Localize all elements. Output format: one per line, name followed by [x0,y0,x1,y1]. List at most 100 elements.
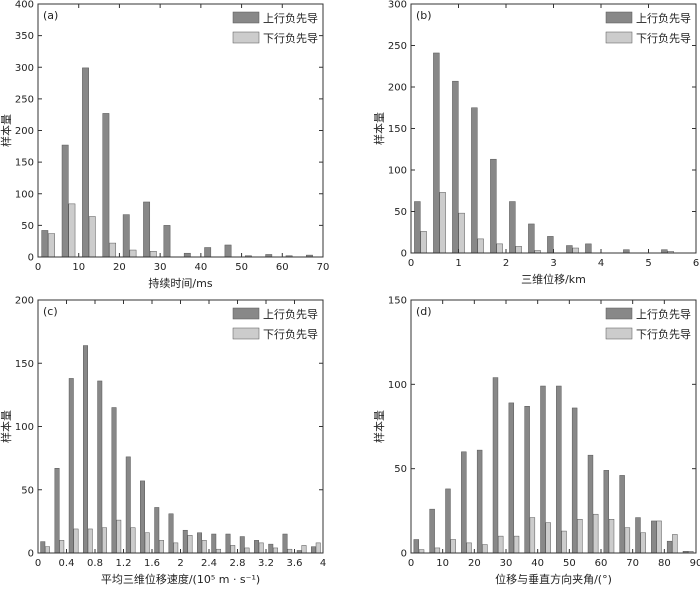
bar-downward-2-6 [130,527,136,554]
x-tick-label-3-9: 90 [690,558,700,569]
x-tick-label-0-4: 40 [194,262,207,273]
bar-upward-0-4 [122,214,130,258]
y-tick-label-2-4: 200 [15,296,34,307]
bar-upward-2-10 [182,529,188,554]
bar-downward-2-13 [230,545,236,554]
legend-swatch-3-1 [605,327,633,340]
chart-panel-2: 0 0.4 0.8 1.2 1.6 2 2.4 2.8 3.2 3.6 4 0 50 100 150 200 平… [0,296,326,587]
bar-downward-0-0 [48,233,55,258]
bar-upward-3-4 [476,449,483,554]
chart-panel-0: 0 10 20 30 40 50 60 70 0 50 100 150 200 250 300 350 400 持… [0,0,329,290]
y-tick-label-3-1: 50 [394,464,407,475]
x-tick-label-0-0: 0 [35,262,41,273]
y-tick-label-0-3: 150 [15,158,34,169]
x-tick-label-3-0: 0 [408,558,414,569]
bar-upward-3-7 [524,406,530,554]
x-tick-label-3-8: 80 [658,558,671,569]
bar-downward-2-3 [87,528,93,554]
y-tick-label-1-4: 200 [388,83,407,94]
bar-upward-3-1 [429,508,435,554]
x-tick-label-2-4: 1.6 [144,558,160,569]
bar-upward-2-5 [111,407,117,554]
y-axis-title-3: 样本量 [372,410,386,443]
bar-upward-3-6 [508,402,515,554]
bar-downward-3-7 [529,517,536,554]
y-tick-label-1-3: 150 [388,124,407,135]
x-tick-label-1-6: 6 [693,258,699,269]
bar-downward-3-15 [656,520,662,554]
bar-downward-1-5 [515,246,522,254]
bar-upward-2-17 [282,533,288,554]
bar-downward-2-2 [73,528,79,554]
bar-downward-1-1 [439,192,446,254]
bar-downward-3-6 [513,535,520,554]
bar-downward-3-11 [592,513,599,554]
panel-tag-1: (b) [416,9,432,22]
y-axis-title-1: 样本量 [372,112,386,145]
plot-frame-3 [410,299,697,554]
bar-upward-2-7 [140,480,145,554]
x-tick-label-2-6: 2.4 [201,558,217,569]
bar-upward-0-5 [143,201,151,258]
bar-downward-2-8 [159,540,164,554]
bar-upward-3-2 [445,488,451,554]
bar-upward-2-11 [197,532,202,554]
bar-downward-2-19 [315,542,321,554]
y-tick-label-0-4: 200 [15,126,34,137]
y-tick-label-0-0: 0 [28,253,34,264]
bar-upward-1-6 [528,223,535,254]
y-tick-label-2-0: 0 [28,549,34,560]
bar-downward-3-10 [577,519,583,554]
bar-upward-1-2 [452,80,459,254]
bar-downward-0-1 [68,203,76,258]
bar-upward-3-16 [666,540,673,554]
bar-upward-2-13 [225,533,231,554]
bar-upward-1-4 [490,158,497,254]
bar-downward-3-9 [561,530,567,554]
panel-tag-2: (c) [43,305,58,318]
bar-upward-3-13 [619,475,625,554]
bar-downward-3-8 [545,522,551,554]
bar-upward-1-3 [471,107,478,254]
bar-downward-1-3 [477,238,484,254]
bar-upward-2-2 [68,378,74,554]
panel-tag-0: (a) [43,9,58,22]
bar-upward-1-7 [547,236,554,254]
bar-downward-3-5 [497,535,504,554]
bar-downward-3-13 [624,527,631,554]
bar-upward-0-3 [102,113,110,258]
y-tick-label-0-2: 100 [15,189,34,200]
x-tick-label-2-5: 2 [177,558,183,569]
x-tick-label-2-10: 4 [320,558,326,569]
x-tick-label-1-4: 4 [598,258,604,269]
y-axis-title-0: 样本量 [0,114,13,147]
y-tick-label-0-7: 350 [15,31,34,42]
y-tick-label-3-2: 100 [388,380,407,391]
legend-swatch-2-0 [232,307,260,320]
bar-upward-0-6 [163,225,171,258]
y-tick-label-1-0: 0 [401,249,407,260]
legend-swatch-0-0 [232,11,260,24]
bar-downward-1-4 [496,243,503,254]
x-tick-label-2-2: 0.8 [87,558,103,569]
bar-downward-2-16 [273,547,278,554]
bar-downward-2-14 [244,547,250,554]
x-tick-label-0-5: 50 [235,262,248,273]
x-tick-label-2-9: 3.6 [287,558,303,569]
bar-upward-3-3 [461,451,467,554]
x-tick-label-2-8: 3.2 [258,558,274,569]
y-tick-label-1-1: 50 [394,207,407,218]
x-tick-label-3-1: 10 [436,558,449,569]
y-tick-label-0-5: 250 [15,94,34,105]
bar-upward-2-16 [268,543,274,554]
bar-downward-2-11 [201,540,207,554]
bar-upward-0-9 [224,244,232,258]
bar-upward-0-8 [204,247,212,258]
bar-downward-2-9 [173,542,179,554]
legend-label-1-1: 下行负先导 [636,31,691,45]
x-tick-label-0-6: 60 [276,262,289,273]
legend-label-1-0: 上行负先导 [636,11,691,25]
bar-upward-2-8 [154,507,160,554]
bar-downward-2-12 [216,548,221,554]
